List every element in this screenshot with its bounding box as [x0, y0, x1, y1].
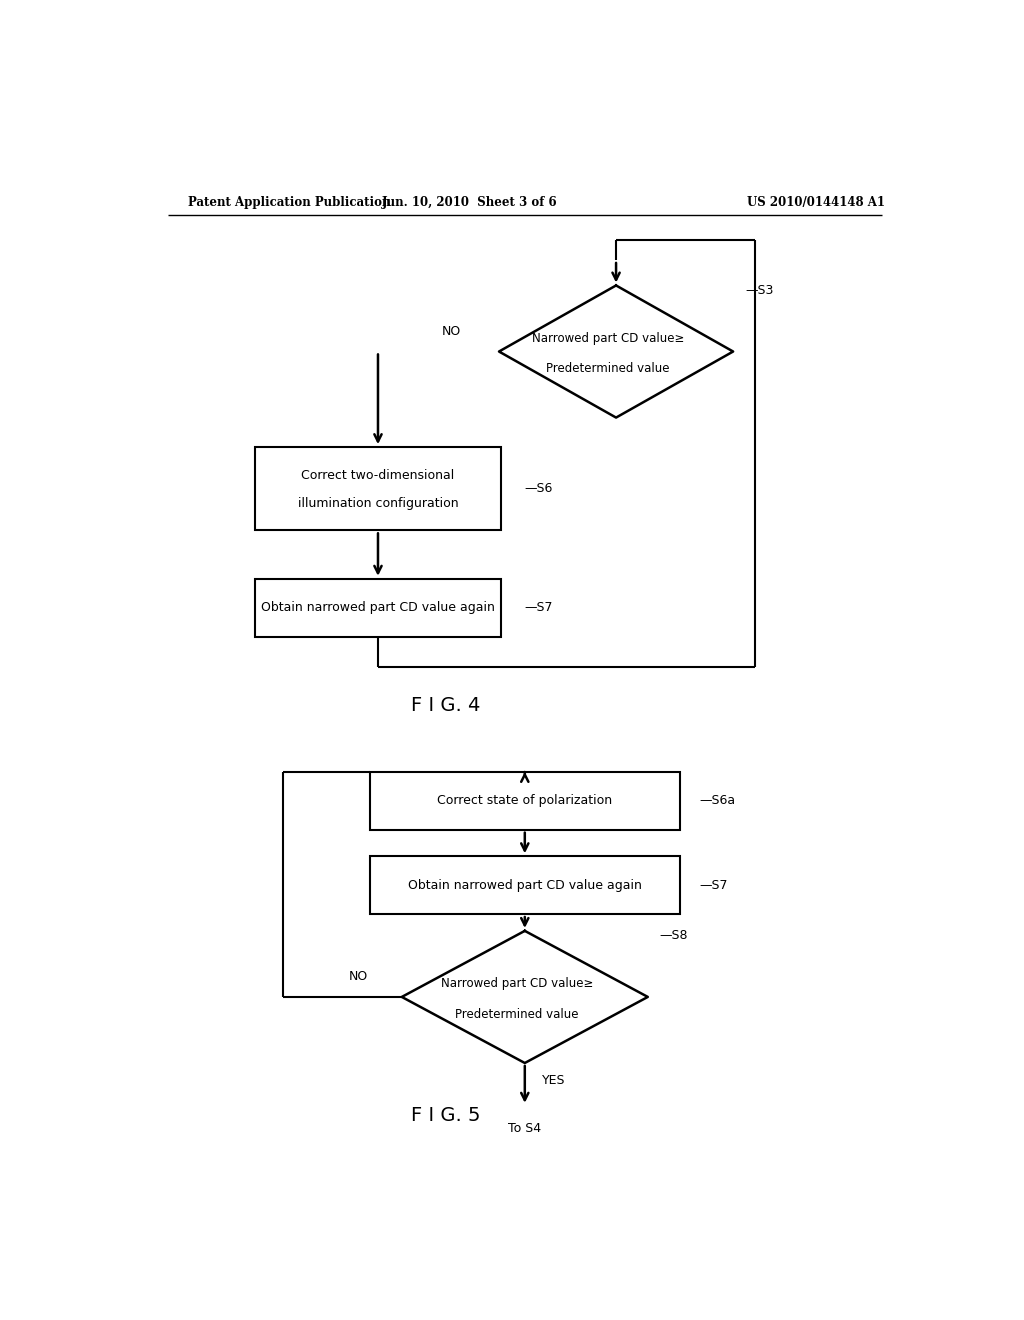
Text: F I G. 5: F I G. 5 — [411, 1106, 480, 1126]
Text: F I G. 4: F I G. 4 — [411, 696, 480, 714]
Text: Patent Application Publication: Patent Application Publication — [187, 195, 390, 209]
Text: Predetermined value: Predetermined value — [547, 362, 670, 375]
Text: —S6: —S6 — [524, 482, 553, 495]
Bar — [255, 578, 501, 636]
Text: —S7: —S7 — [524, 601, 553, 614]
Text: —S7: —S7 — [699, 879, 728, 891]
Text: Obtain narrowed part CD value again: Obtain narrowed part CD value again — [261, 601, 495, 614]
Text: —S8: —S8 — [659, 929, 688, 942]
Text: US 2010/0144148 A1: US 2010/0144148 A1 — [748, 195, 885, 209]
Bar — [370, 857, 680, 913]
Text: Obtain narrowed part CD value again: Obtain narrowed part CD value again — [408, 879, 642, 891]
Text: NO: NO — [348, 970, 368, 983]
Text: Jun. 10, 2010  Sheet 3 of 6: Jun. 10, 2010 Sheet 3 of 6 — [381, 195, 557, 209]
Text: illumination configuration: illumination configuration — [298, 498, 459, 511]
Text: Correct two-dimensional: Correct two-dimensional — [301, 469, 455, 482]
Polygon shape — [401, 931, 648, 1063]
Text: —S3: —S3 — [745, 284, 773, 297]
Text: —S6a: —S6a — [699, 795, 735, 808]
Bar — [370, 772, 680, 830]
Polygon shape — [499, 285, 733, 417]
Text: Correct state of polarization: Correct state of polarization — [437, 795, 612, 808]
Text: Narrowed part CD value≥: Narrowed part CD value≥ — [531, 331, 684, 345]
Text: Predetermined value: Predetermined value — [455, 1007, 579, 1020]
Text: NO: NO — [441, 325, 461, 338]
Text: Narrowed part CD value≥: Narrowed part CD value≥ — [440, 977, 593, 990]
Bar — [255, 447, 501, 531]
Text: YES: YES — [543, 1073, 565, 1086]
Text: To S4: To S4 — [508, 1122, 542, 1135]
